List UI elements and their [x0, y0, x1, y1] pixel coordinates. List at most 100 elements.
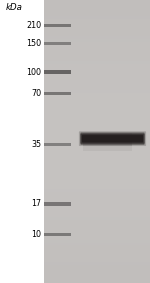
- Text: 10: 10: [31, 230, 41, 239]
- Bar: [44, 240, 150, 243]
- Bar: [44, 115, 150, 119]
- Bar: [44, 158, 150, 161]
- Bar: [44, 172, 150, 175]
- Bar: [44, 192, 150, 195]
- FancyBboxPatch shape: [82, 139, 132, 146]
- FancyBboxPatch shape: [82, 136, 143, 142]
- Text: 210: 210: [26, 21, 41, 30]
- FancyBboxPatch shape: [44, 42, 70, 45]
- Bar: [44, 25, 150, 28]
- Text: 70: 70: [31, 89, 41, 98]
- Bar: [44, 254, 150, 258]
- FancyBboxPatch shape: [82, 139, 132, 151]
- FancyBboxPatch shape: [82, 136, 143, 142]
- Bar: [44, 73, 150, 76]
- Bar: [44, 135, 150, 139]
- Bar: [44, 13, 150, 17]
- Bar: [44, 175, 150, 178]
- Bar: [44, 118, 150, 122]
- Bar: [44, 160, 150, 164]
- FancyBboxPatch shape: [44, 70, 70, 74]
- Bar: [44, 78, 150, 82]
- Bar: [44, 93, 150, 96]
- Bar: [44, 177, 150, 181]
- Bar: [0, 0, 44, 283]
- Bar: [44, 76, 150, 79]
- Text: 17: 17: [31, 199, 41, 208]
- Bar: [44, 260, 150, 263]
- Bar: [44, 27, 150, 31]
- FancyBboxPatch shape: [79, 131, 146, 146]
- Bar: [44, 237, 150, 241]
- FancyBboxPatch shape: [44, 202, 70, 205]
- FancyBboxPatch shape: [44, 233, 70, 236]
- Bar: [44, 84, 150, 88]
- Bar: [44, 10, 150, 14]
- Bar: [44, 279, 150, 283]
- Bar: [44, 143, 150, 147]
- Bar: [44, 166, 150, 170]
- FancyBboxPatch shape: [44, 92, 70, 95]
- Bar: [44, 2, 150, 6]
- Bar: [44, 169, 150, 173]
- Bar: [44, 0, 150, 3]
- Bar: [44, 61, 150, 65]
- Bar: [44, 146, 150, 150]
- Bar: [44, 220, 150, 224]
- Bar: [44, 87, 150, 91]
- Bar: [44, 231, 150, 235]
- Bar: [44, 104, 150, 108]
- Bar: [44, 132, 150, 136]
- Bar: [44, 19, 150, 23]
- Bar: [44, 155, 150, 158]
- Bar: [44, 36, 150, 40]
- Bar: [44, 189, 150, 192]
- Bar: [44, 211, 150, 215]
- Bar: [44, 271, 150, 275]
- Bar: [44, 30, 150, 34]
- FancyBboxPatch shape: [80, 134, 145, 144]
- Bar: [44, 42, 150, 45]
- Text: 100: 100: [26, 68, 41, 77]
- Bar: [44, 107, 150, 110]
- FancyBboxPatch shape: [82, 136, 132, 139]
- Bar: [44, 200, 150, 204]
- Bar: [44, 276, 150, 280]
- Bar: [44, 194, 150, 198]
- Bar: [44, 228, 150, 232]
- Text: kDa: kDa: [6, 3, 23, 12]
- Bar: [44, 8, 150, 11]
- Bar: [44, 101, 150, 105]
- FancyBboxPatch shape: [44, 24, 70, 27]
- Bar: [44, 16, 150, 20]
- Bar: [44, 141, 150, 144]
- Bar: [44, 265, 150, 269]
- Text: 150: 150: [26, 39, 41, 48]
- Bar: [44, 206, 150, 209]
- Bar: [44, 64, 150, 68]
- Bar: [44, 53, 150, 57]
- Bar: [44, 262, 150, 266]
- FancyBboxPatch shape: [80, 132, 145, 145]
- Bar: [44, 226, 150, 229]
- FancyBboxPatch shape: [82, 139, 132, 142]
- Bar: [44, 138, 150, 142]
- Bar: [44, 209, 150, 212]
- Bar: [44, 81, 150, 85]
- Bar: [44, 112, 150, 116]
- Bar: [44, 217, 150, 221]
- Bar: [44, 98, 150, 102]
- Bar: [44, 251, 150, 255]
- Bar: [44, 245, 150, 249]
- Text: 35: 35: [31, 140, 41, 149]
- FancyBboxPatch shape: [82, 135, 143, 143]
- Bar: [44, 152, 150, 156]
- Bar: [44, 110, 150, 113]
- FancyBboxPatch shape: [44, 143, 70, 146]
- Bar: [44, 50, 150, 54]
- Bar: [44, 129, 150, 133]
- Bar: [44, 90, 150, 93]
- Bar: [44, 223, 150, 226]
- Bar: [44, 234, 150, 238]
- Bar: [44, 124, 150, 127]
